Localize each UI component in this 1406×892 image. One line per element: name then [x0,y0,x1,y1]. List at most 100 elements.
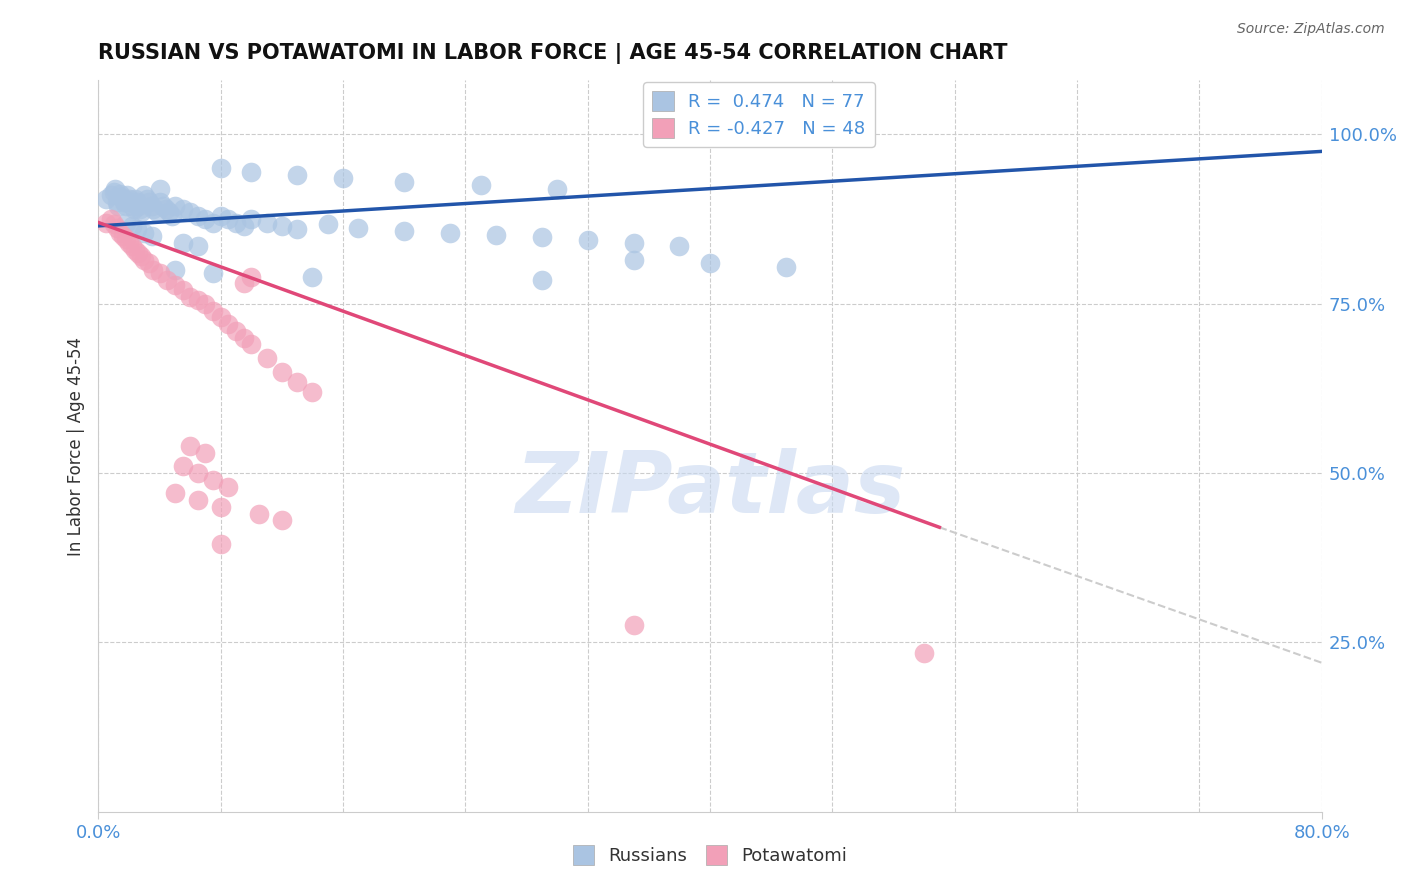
Point [124,243,146,257]
Point [129,205,152,219]
Point [316,217,339,231]
Point [202,215,225,229]
Point [256,215,278,229]
Point [145,205,167,219]
Point [240,165,263,179]
Point [270,219,292,233]
Point [94,192,117,206]
Point [194,297,217,311]
Point [156,273,179,287]
Point [232,331,254,345]
Point [115,198,138,212]
Point [347,221,370,235]
Point [576,233,599,247]
Point [217,212,239,227]
Point [187,293,209,308]
Point [136,192,159,206]
Point [134,226,156,240]
Point [115,232,138,246]
Point [125,195,148,210]
Point [202,266,225,280]
Point [124,192,146,206]
Y-axis label: In Labor Force | Age 45-54: In Labor Force | Age 45-54 [66,336,84,556]
Point [179,205,201,219]
Point [163,198,186,212]
Point [217,480,239,494]
Point [111,229,134,244]
Point [485,227,508,242]
Point [138,256,160,270]
Point [172,235,194,250]
Point [392,175,416,189]
Point [202,473,225,487]
Point [134,252,156,267]
Point [100,188,122,202]
Point [127,246,149,260]
Point [105,195,128,210]
Point [122,202,145,216]
Point [209,161,232,176]
Point [699,256,721,270]
Text: RUSSIAN VS POTAWATOMI IN LABOR FORCE | AGE 45-54 CORRELATION CHART: RUSSIAN VS POTAWATOMI IN LABOR FORCE | A… [98,44,1008,64]
Point [240,212,263,227]
Point [94,215,117,229]
Point [232,219,254,233]
Legend: Russians, Potawatomi: Russians, Potawatomi [565,838,855,872]
Point [270,514,292,528]
Point [103,217,125,231]
Point [127,198,149,212]
Point [142,202,165,216]
Point [118,235,141,250]
Point [256,351,278,365]
Point [439,226,461,240]
Point [285,222,308,236]
Point [225,215,247,229]
Point [149,266,172,280]
Point [121,239,143,253]
Point [240,269,263,284]
Point [152,198,174,212]
Point [104,181,127,195]
Point [202,303,225,318]
Point [187,493,209,508]
Point [285,375,308,389]
Point [157,205,180,219]
Point [225,324,247,338]
Point [134,188,156,202]
Point [172,459,194,474]
Point [108,226,131,240]
Point [125,222,148,236]
Point [179,290,201,304]
Point [240,337,263,351]
Point [163,277,186,292]
Point [121,198,143,212]
Point [160,209,183,223]
Point [285,168,308,182]
Point [120,195,142,210]
Point [118,192,141,206]
Point [108,187,131,202]
Point [112,195,135,210]
Point [100,212,122,227]
Point [187,209,209,223]
Point [623,618,645,632]
Point [129,249,152,263]
Point [470,178,492,193]
Point [110,190,132,204]
Point [392,224,416,238]
Point [105,221,128,235]
Point [155,202,177,216]
Point [194,212,217,227]
Point [332,171,354,186]
Point [217,317,239,331]
Point [209,209,232,223]
Point [530,273,553,287]
Point [623,252,645,267]
Point [209,500,232,514]
Point [107,198,129,212]
Point [179,439,201,453]
Point [115,215,138,229]
Point [668,238,690,252]
Point [163,263,186,277]
Point [111,192,134,206]
